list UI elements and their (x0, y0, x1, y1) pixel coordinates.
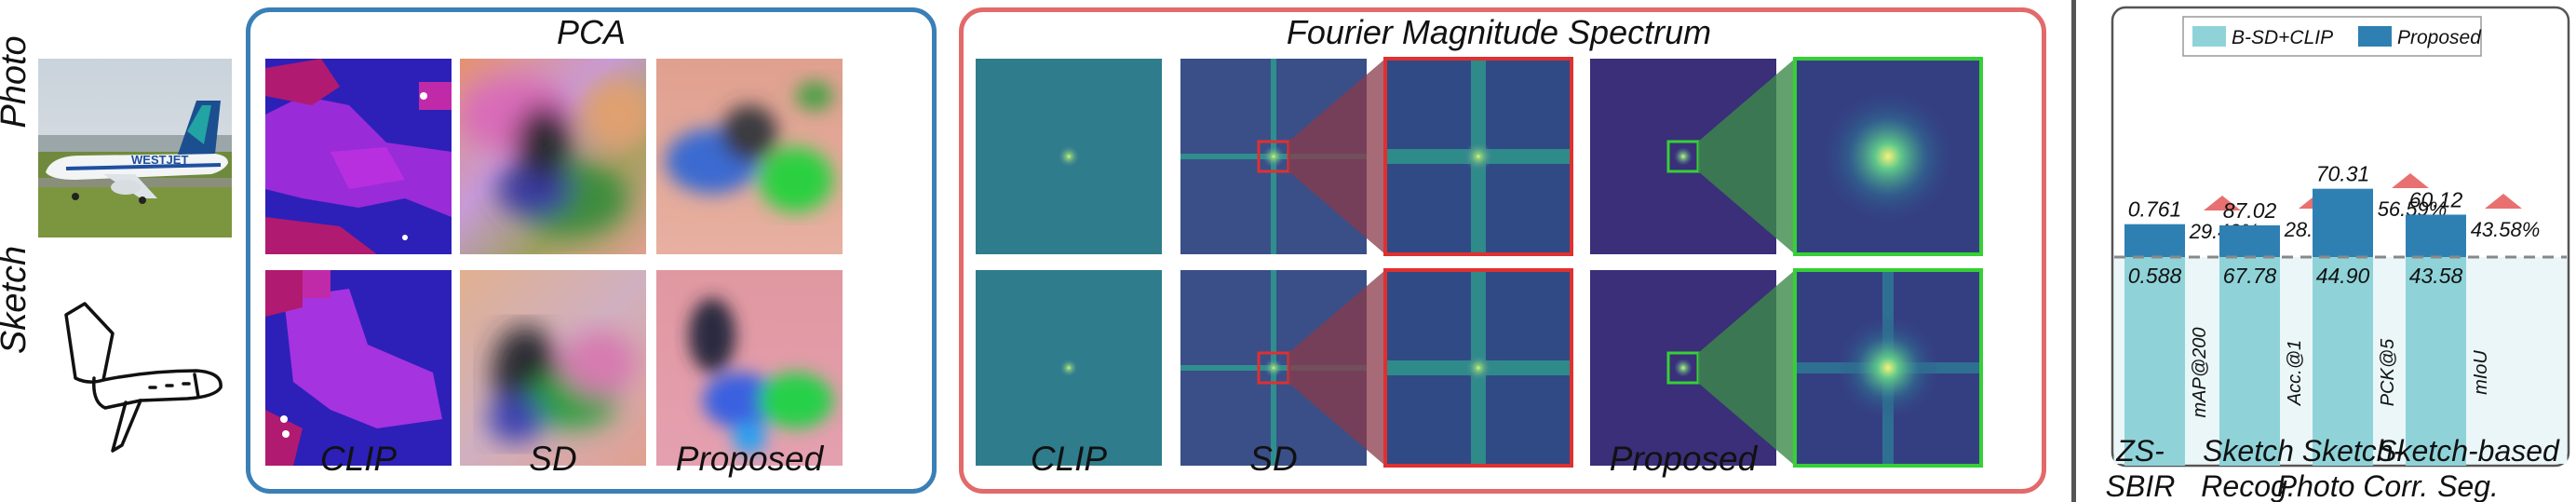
fourier-title: Fourier Magnitude Spectrum (1286, 13, 1712, 51)
pca-proposed-photo (656, 59, 843, 254)
separator (2071, 0, 2076, 502)
row-label-photo: Photo (0, 35, 34, 129)
legend-swatch-proposed (2358, 26, 2392, 47)
category-label: Seg. (2437, 469, 2499, 502)
airplane-sketch (64, 302, 223, 453)
pca-title: PCA (556, 13, 627, 51)
fourier-sd-sketch-zoom (1383, 268, 1573, 468)
bar-label-baseline: 67.78 (2223, 264, 2277, 288)
pca-clip-photo (265, 59, 452, 254)
bar-proposed (2406, 214, 2466, 259)
row-label-sketch: Sketch (0, 245, 34, 355)
bar-proposed (2124, 224, 2185, 259)
pca-sd-photo (460, 59, 646, 254)
bar-label-baseline: 43.58 (2409, 264, 2463, 288)
metric-label: Acc.@1 (2285, 340, 2305, 406)
improvement-label: 43.58% (2471, 218, 2541, 241)
category-label: SBIR (2106, 469, 2176, 502)
bar-chart: B-SD+CLIPProposed0.7610.588mAP@20029.42%… (2106, 6, 2570, 502)
bar-proposed (2219, 224, 2280, 259)
legend-label-proposed: Proposed (2397, 27, 2482, 48)
pca-proposed-photo-map (666, 82, 833, 212)
category-label: ZS- (2115, 434, 2165, 468)
bar-label-proposed: 0.761 (2128, 197, 2182, 222)
bar-baseline (2124, 257, 2185, 466)
legend-box (2182, 16, 2482, 57)
pca-clip-sketch (265, 270, 452, 466)
metric-label: mAP@200 (2190, 327, 2210, 417)
fourier-col-clip: CLIP (1030, 440, 1108, 478)
fourier-col-proposed: Proposed (1609, 440, 1758, 478)
fourier-col-sd: SD (1249, 440, 1298, 478)
category-label: Sketch- (2302, 434, 2403, 468)
fourier-clip-sketch (976, 270, 1162, 466)
svg-text:WESTJET: WESTJET (131, 153, 188, 167)
pca-col-sd: SD (529, 440, 577, 478)
pca-proposed-sketch-map (689, 298, 833, 455)
pca-sd-sketch-map (488, 326, 637, 442)
bar-label-baseline: 0.588 (2128, 264, 2182, 288)
fourier-proposed-sketch-zoom (1793, 268, 1983, 468)
fourier-proposed-photo-zoom (1793, 57, 1983, 256)
category-label: Sketch (2203, 434, 2294, 468)
fourier-sd-photo-zoom (1383, 57, 1573, 256)
legend-swatch-baseline (2192, 26, 2226, 47)
input-photo: WESTJET (38, 59, 232, 237)
pca-sd-photo-map (460, 77, 646, 236)
bar-baseline (2406, 257, 2466, 466)
bar-label-baseline: 44.90 (2316, 264, 2370, 288)
fourier-panel (959, 7, 2046, 494)
input-sketch (38, 278, 232, 464)
fourier-clip-photo (976, 59, 1162, 254)
pca-col-clip: CLIP (319, 440, 398, 478)
bar-label-proposed: 87.02 (2223, 198, 2277, 223)
metric-label: mIoU (2471, 350, 2491, 395)
bar-label-proposed: 70.31 (2316, 162, 2370, 186)
airplane-photo: WESTJET (38, 59, 232, 237)
bar-baseline (2219, 257, 2280, 466)
pca-clip-photo-map (265, 59, 452, 254)
pca-panel (246, 7, 937, 494)
pca-sd-sketch (460, 270, 646, 466)
pca-proposed-sketch (656, 270, 843, 466)
pca-clip-sketch-map (265, 270, 452, 466)
pca-col-proposed: Proposed (675, 440, 824, 478)
category-label: Photo Corr. (2277, 469, 2428, 502)
fourier-spectra (976, 57, 1983, 468)
bar-label-proposed: 60.12 (2409, 187, 2463, 211)
improvement-arrow (2204, 196, 2241, 210)
bar-baseline (2313, 257, 2373, 466)
legend-label-baseline: B-SD+CLIP (2232, 27, 2333, 48)
improvement-arrow (2485, 194, 2522, 209)
bar-proposed (2313, 188, 2373, 259)
category-label: Sketch-based (2377, 434, 2560, 468)
metric-label: PCK@5 (2378, 338, 2398, 406)
improvement-arrow (2392, 173, 2429, 188)
category-label: Recog. (2201, 469, 2295, 502)
